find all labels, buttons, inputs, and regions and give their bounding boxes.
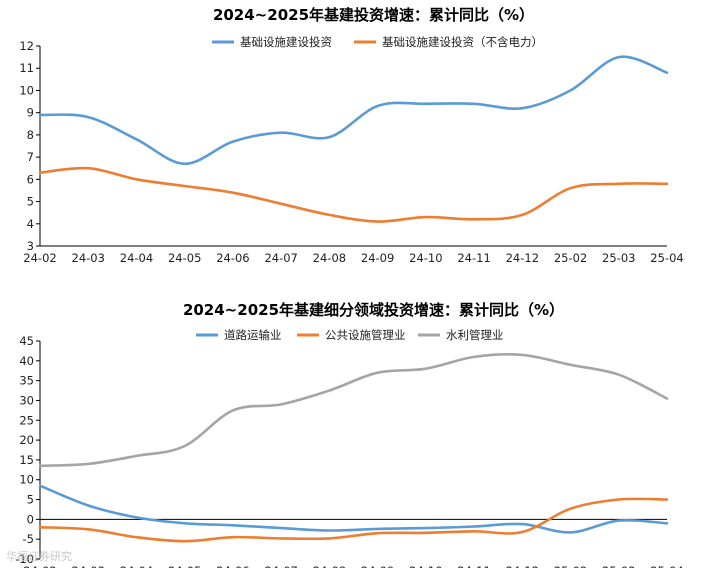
chart2-x-tick-label: 24-02 bbox=[23, 564, 56, 568]
chart2-x-tick-label: 24-10 bbox=[409, 564, 442, 568]
chart1-x-tick-label: 24-10 bbox=[409, 251, 442, 265]
chart1-x-tick-label: 24-07 bbox=[264, 251, 297, 265]
chart1-legend-label-1: 基础设施建设投资 bbox=[240, 35, 332, 49]
chart1-x-tick-label: 24-02 bbox=[23, 251, 56, 265]
chart1-legend-label-2: 基础设施建设投资（不含电力） bbox=[382, 35, 543, 49]
chart1-title: 2024~2025年基建投资增速：累计同比（%） bbox=[213, 6, 534, 24]
chart2-x-tick-label: 24-03 bbox=[72, 564, 105, 568]
chart2-y-tick-label: -5 bbox=[23, 532, 34, 546]
chart1-y-tick-label: 8 bbox=[27, 128, 34, 142]
chart2-y-tick-label: 20 bbox=[19, 433, 34, 447]
chart1-series-line-2 bbox=[38, 166, 669, 223]
chart2-x-tick-label: 25-02 bbox=[554, 564, 587, 568]
chart2-title: 2024~2025年基建细分领域投资增速：累计同比（%） bbox=[183, 301, 564, 319]
chart1-x-tick-label: 24-08 bbox=[313, 251, 346, 265]
chart2-x-tick-label: 24-08 bbox=[313, 564, 346, 568]
chart1-y-tick-label: 3 bbox=[27, 239, 34, 253]
chart2-x-tick-label: 25-04 bbox=[650, 564, 683, 568]
chart2-x-tick-label: 24-12 bbox=[506, 564, 539, 568]
chart2-x-tick-label: 24-07 bbox=[264, 564, 297, 568]
chart2-y-tick-label: 35 bbox=[19, 374, 34, 388]
chart2-series-line-3 bbox=[38, 353, 669, 468]
chart2-y-tick-label: 30 bbox=[19, 393, 34, 407]
chart2-y-tick-label: 45 bbox=[19, 334, 34, 348]
chart1-y-tick-label: 10 bbox=[19, 83, 34, 97]
chart1-series-line-1 bbox=[38, 55, 669, 166]
chart1-x-tick-label: 24-05 bbox=[168, 251, 201, 265]
watermark-text: 华福证券研究 bbox=[6, 550, 72, 563]
chart2-x-tick-label: 24-09 bbox=[361, 564, 394, 568]
chart2-x-tick-label: 24-04 bbox=[120, 564, 153, 568]
chart1-x-tick-label: 25-02 bbox=[554, 251, 587, 265]
chart1-x-tick-label: 24-11 bbox=[457, 251, 490, 265]
chart1-y-tick-label: 11 bbox=[19, 61, 34, 75]
chart2-x-tick-label: 25-03 bbox=[602, 564, 635, 568]
chart1-x-tick-label: 24-12 bbox=[506, 251, 539, 265]
chart1-y-tick-label: 9 bbox=[27, 106, 34, 120]
chart1-y-tick-label: 12 bbox=[19, 39, 34, 53]
chart2-y-tick-label: 25 bbox=[19, 413, 34, 427]
chart1-y-tick-label: 4 bbox=[27, 217, 34, 231]
chart2-x-tick-label: 24-11 bbox=[457, 564, 490, 568]
chart1-y-tick-label: 6 bbox=[27, 172, 34, 186]
chart2-y-tick-label: 5 bbox=[27, 493, 34, 507]
chart1-x-tick-label: 24-03 bbox=[72, 251, 105, 265]
chart1-x-tick-label: 24-06 bbox=[216, 251, 249, 265]
chart2-x-tick-label: 24-06 bbox=[216, 564, 249, 568]
chart2-series-line-2 bbox=[38, 497, 669, 543]
chart2-y-tick-label: 0 bbox=[27, 512, 34, 526]
chart2-legend-label-2: 公共设施管理业 bbox=[325, 328, 406, 342]
chart2-legend-label-3: 水利管理业 bbox=[446, 328, 504, 342]
chart2-y-tick-label: 10 bbox=[19, 473, 34, 487]
chart2-legend-label-1: 道路运输业 bbox=[224, 328, 282, 342]
chart1-x-tick-label: 25-03 bbox=[602, 251, 635, 265]
chart1-x-tick-label: 24-04 bbox=[120, 251, 153, 265]
chart2-x-tick-label: 24-05 bbox=[168, 564, 201, 568]
chart1-y-tick-label: 7 bbox=[27, 150, 34, 164]
chart1-x-tick-label: 24-09 bbox=[361, 251, 394, 265]
chart1-x-tick-label: 25-04 bbox=[650, 251, 683, 265]
chart1-y-tick-label: 5 bbox=[27, 195, 34, 209]
chart2-y-tick-label: -10 bbox=[15, 552, 34, 566]
chart2-series-line-1 bbox=[38, 484, 669, 534]
chart2-y-tick-label: 40 bbox=[19, 354, 34, 368]
chart2-y-tick-label: 15 bbox=[19, 453, 34, 467]
